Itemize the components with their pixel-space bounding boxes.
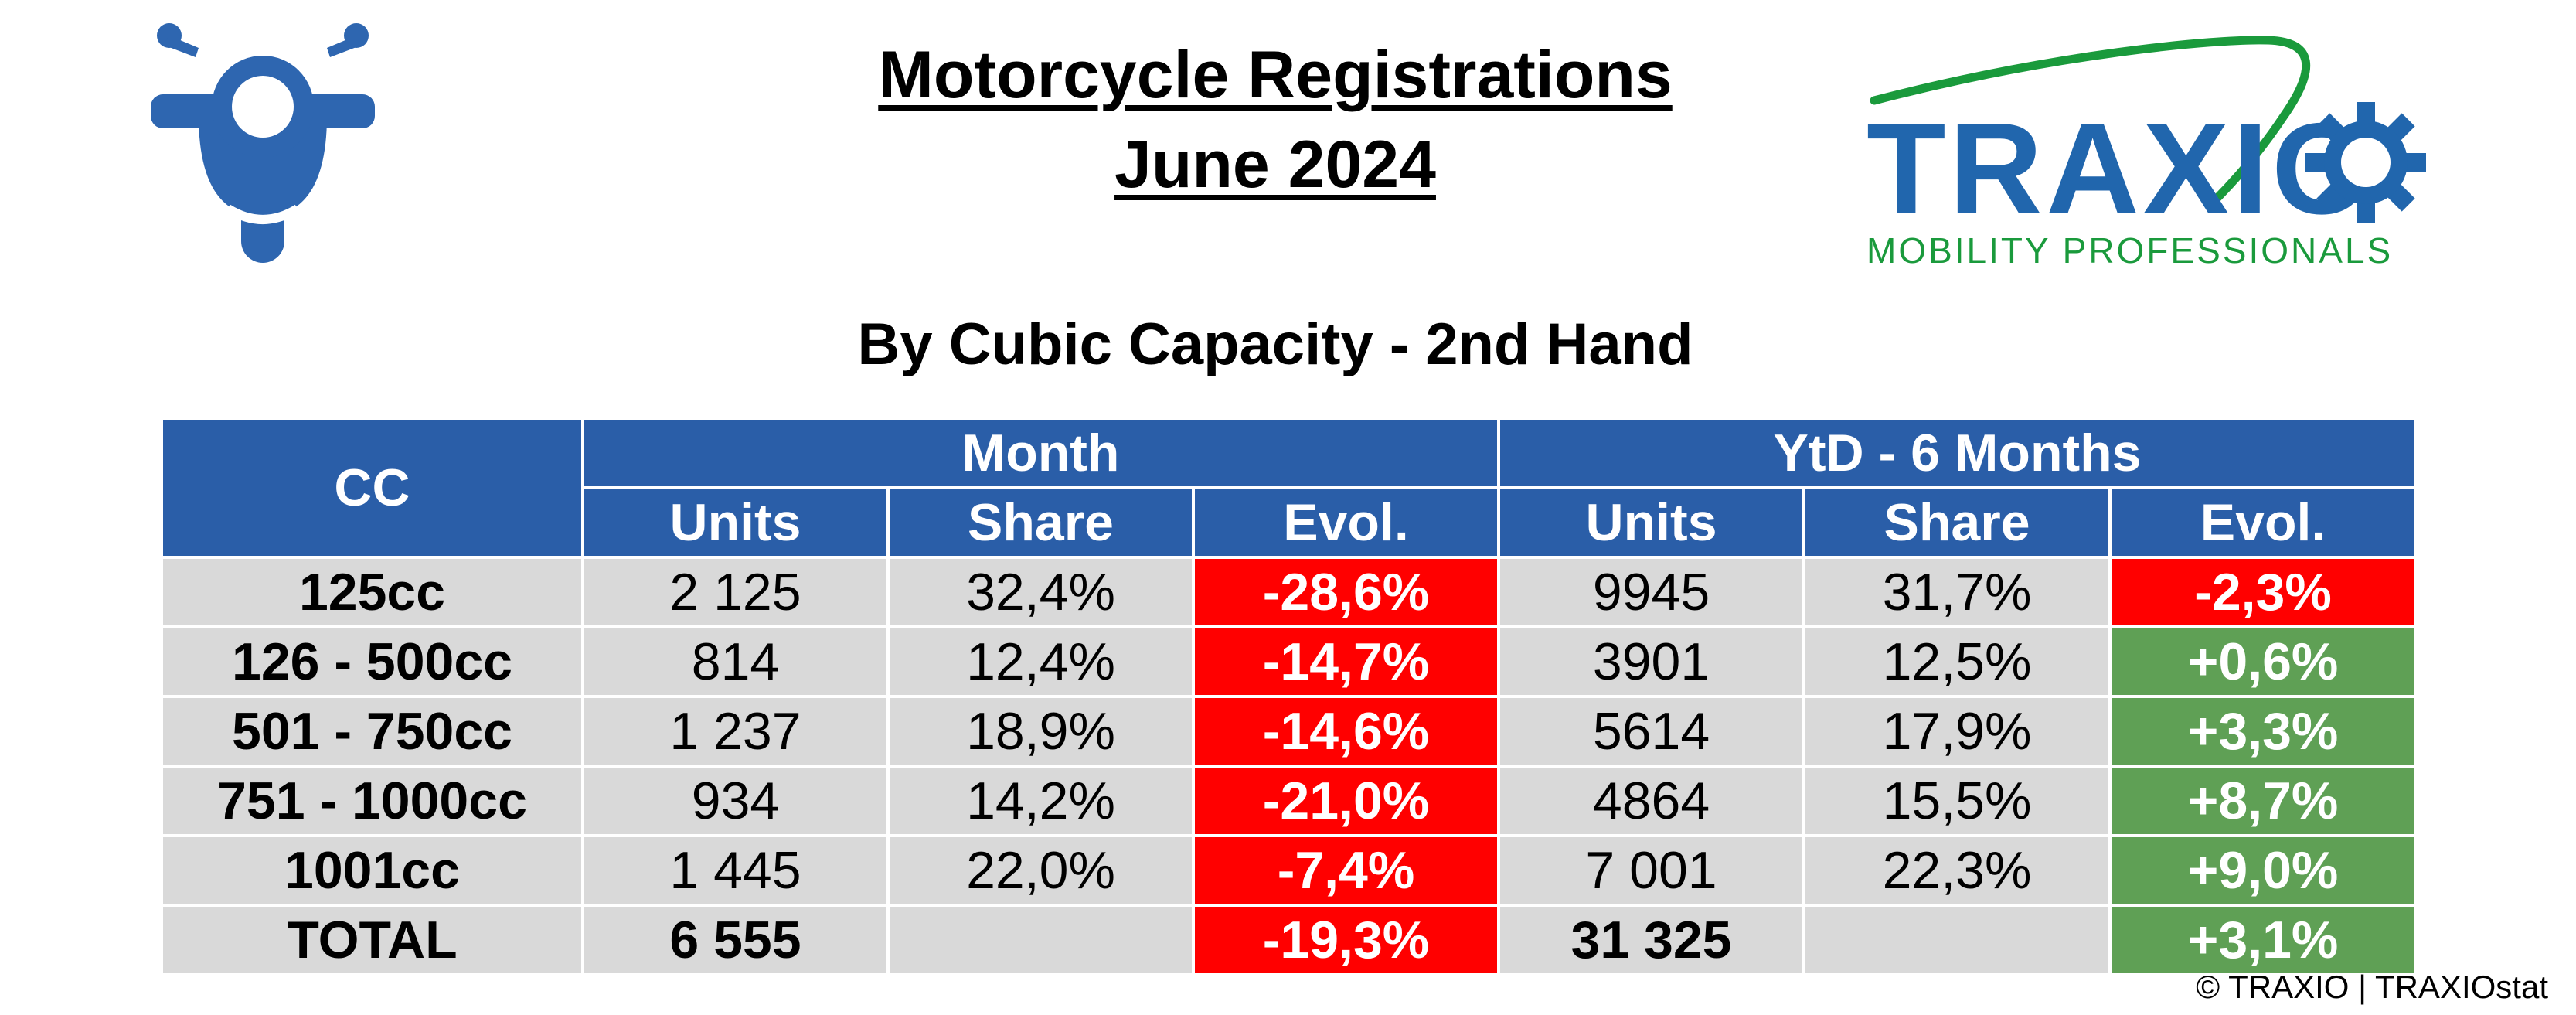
row-label: 126 - 500cc — [160, 625, 584, 698]
month-share: 18,9% — [886, 695, 1195, 768]
total-month-units: 6 555 — [581, 904, 890, 976]
logo-wordmark: TRAXIO — [1866, 96, 2376, 241]
total-month-evol: -19,3% — [1191, 904, 1501, 976]
month-share: 22,0% — [886, 834, 1195, 907]
ytd-evol: +3,3% — [2108, 695, 2418, 768]
month-units: 934 — [581, 765, 890, 837]
page-title: Motorcycle Registrations — [878, 38, 1673, 112]
month-evol: -7,4% — [1191, 834, 1501, 907]
ytd-share: 31,7% — [1802, 556, 2112, 628]
row-label: 501 - 750cc — [160, 695, 584, 768]
table-row: 125cc 2 125 32,4% -28,6% 9945 31,7% -2,3… — [160, 556, 2418, 628]
month-evol: -14,7% — [1191, 625, 1501, 698]
header-ytd: YtD - 6 Months — [1497, 417, 2418, 489]
header-month-evol: Evol. — [1191, 486, 1501, 559]
section-title: By Cubic Capacity - 2nd Hand — [857, 312, 1693, 377]
header-ytd-units: Units — [1497, 486, 1806, 559]
total-month-share — [886, 904, 1195, 976]
month-share: 14,2% — [886, 765, 1195, 837]
row-label: 1001cc — [160, 834, 584, 907]
ytd-units: 9945 — [1497, 556, 1806, 628]
month-units: 1 445 — [581, 834, 890, 907]
ytd-evol: -2,3% — [2108, 556, 2418, 628]
table-row: 501 - 750cc 1 237 18,9% -14,6% 5614 17,9… — [160, 695, 2418, 768]
traxio-logo: TRAXIO MOBILITY PROFESSIONALS — [1866, 36, 2426, 271]
header-month-units: Units — [581, 486, 890, 559]
total-row: TOTAL 6 555 -19,3% 31 325 +3,1% — [160, 904, 2418, 976]
month-units: 1 237 — [581, 695, 890, 768]
ytd-evol: +0,6% — [2108, 625, 2418, 698]
registrations-table: CC Month YtD - 6 Months Units Share Evol… — [160, 417, 2418, 976]
header-cc: CC — [160, 417, 584, 559]
header-month-share: Share — [886, 486, 1195, 559]
header-ytd-share: Share — [1802, 486, 2112, 559]
motorcycle-icon — [151, 23, 375, 263]
month-share: 32,4% — [886, 556, 1195, 628]
ytd-units: 5614 — [1497, 695, 1806, 768]
ytd-share: 15,5% — [1802, 765, 2112, 837]
ytd-units: 4864 — [1497, 765, 1806, 837]
total-ytd-share — [1802, 904, 2112, 976]
table-row: 126 - 500cc 814 12,4% -14,7% 3901 12,5% … — [160, 625, 2418, 698]
month-units: 2 125 — [581, 556, 890, 628]
month-evol: -21,0% — [1191, 765, 1501, 837]
gear-icon — [2305, 102, 2426, 223]
ytd-evol: +9,0% — [2108, 834, 2418, 907]
total-ytd-evol: +3,1% — [2108, 904, 2418, 976]
copyright-notice: © TRAXIO | TRAXIOstat — [2196, 969, 2548, 1005]
ytd-share: 17,9% — [1802, 695, 2112, 768]
month-evol: -14,6% — [1191, 695, 1501, 768]
total-ytd-units: 31 325 — [1497, 904, 1806, 976]
row-label: 125cc — [160, 556, 584, 628]
table-row: 751 - 1000cc 934 14,2% -21,0% 4864 15,5%… — [160, 765, 2418, 837]
ytd-units: 3901 — [1497, 625, 1806, 698]
ytd-units: 7 001 — [1497, 834, 1806, 907]
ytd-evol: +8,7% — [2108, 765, 2418, 837]
total-label: TOTAL — [160, 904, 584, 976]
header-month: Month — [580, 417, 1501, 489]
ytd-share: 12,5% — [1802, 625, 2112, 698]
ytd-share: 22,3% — [1802, 834, 2112, 907]
page-subtitle-date: June 2024 — [1114, 128, 1436, 202]
row-label: 751 - 1000cc — [160, 765, 584, 837]
header-ytd-evol: Evol. — [2108, 486, 2418, 559]
logo-tagline: MOBILITY PROFESSIONALS — [1866, 230, 2393, 271]
month-units: 814 — [581, 625, 890, 698]
table-row: 1001cc 1 445 22,0% -7,4% 7 001 22,3% +9,… — [160, 834, 2418, 907]
month-share: 12,4% — [886, 625, 1195, 698]
month-evol: -28,6% — [1191, 556, 1501, 628]
